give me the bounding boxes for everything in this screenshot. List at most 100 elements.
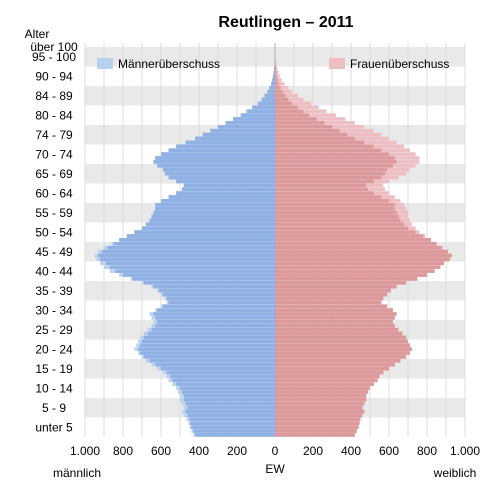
age-group-label: 55 - 59 (35, 206, 73, 220)
female-bar-core (275, 362, 395, 367)
female-bar-core (275, 265, 441, 269)
female-bar-core (275, 234, 424, 238)
male-bar-core (119, 238, 275, 242)
female-bar-core (275, 66, 276, 71)
female-bar-core (275, 327, 399, 332)
age-group-label: 95 - 100 (32, 50, 76, 64)
male-bar-core (161, 199, 275, 203)
age-group-label: 74 - 79 (35, 128, 73, 142)
female-bar-core (275, 421, 360, 425)
female-bar-core (275, 273, 427, 277)
male-bar-core (151, 214, 275, 219)
male-bar-core (98, 253, 275, 258)
female-bar-core (275, 242, 437, 246)
female-bar-core (275, 93, 286, 98)
x-tick-label: 400 (189, 444, 209, 458)
female-bar-core (275, 335, 407, 340)
male-bar-core (185, 140, 275, 145)
male-bar-core (176, 144, 275, 149)
female-bar-core (275, 320, 393, 324)
female-bar-core (275, 199, 389, 203)
male-bar-core (113, 242, 275, 246)
male-bar-core (109, 265, 275, 269)
female-bar-core (275, 214, 399, 219)
male-bar-core (272, 78, 275, 82)
female-bar-core (275, 269, 435, 273)
male-bar-core (225, 121, 275, 125)
male-bar-core (155, 323, 275, 328)
male-bar-core (269, 86, 275, 90)
male-bar-core (155, 362, 275, 367)
age-group-labels: unter 5 5 - 9 10 - 14 15 - 19 20 - 24 25 - 29… (30, 40, 78, 434)
female-bar-core (275, 132, 348, 137)
male-bar-core (100, 257, 275, 262)
legend-female-surplus: Frauenüberschuss (329, 57, 449, 71)
female-bar-core (275, 101, 293, 106)
female-bar-core (275, 86, 281, 90)
female-bar-core (275, 152, 389, 156)
female-bar-core (275, 312, 397, 316)
x-axis-label: EW (265, 462, 285, 476)
female-bar-core (275, 281, 407, 285)
female-bar-core (275, 203, 395, 207)
female-bar-core (275, 175, 382, 180)
age-group-label: 60 - 64 (35, 186, 73, 200)
male-bar-core (187, 413, 275, 418)
female-bar-core (275, 339, 408, 344)
female-bar-core (275, 74, 277, 78)
x-tick-label: 1.000 (450, 444, 480, 458)
female-bar (275, 74, 280, 78)
male-bar-core (102, 249, 275, 254)
male-bar-core (170, 374, 275, 379)
female-bar-core (275, 144, 374, 149)
male-bar-core (181, 187, 275, 191)
female-bar-core (275, 249, 448, 254)
female-bar-core (275, 292, 388, 297)
female-bar-core (275, 82, 279, 86)
male-bar-core (176, 179, 275, 184)
bars (94, 43, 452, 437)
male-bar-core (183, 398, 275, 402)
x-tick-label: 600 (379, 444, 399, 458)
female-bar (275, 78, 282, 82)
female-bar-core (275, 253, 452, 258)
male-bar-core (210, 128, 275, 133)
female-bar-core (275, 206, 395, 211)
age-group-label: 5 - 9 (42, 401, 66, 415)
male-bar-core (273, 70, 275, 74)
age-group-label: 15 - 19 (35, 362, 73, 376)
age-group-label: 10 - 14 (35, 381, 73, 395)
female-bar-core (275, 323, 395, 328)
x-tick-label: 800 (113, 444, 133, 458)
female-bar-core (275, 222, 405, 227)
female-bar-core (275, 409, 365, 414)
male-bar-core (193, 429, 275, 433)
male-bar-core (132, 277, 275, 281)
female-bar (275, 89, 293, 94)
female-bar-core (275, 284, 397, 289)
female-bar-core (275, 136, 355, 141)
male-bar-core (195, 136, 275, 141)
male-bar-core (273, 74, 275, 78)
male-bar-core (147, 331, 275, 336)
legend-male-surplus: Männerüberschuss (97, 57, 220, 71)
x-tick-label: 800 (417, 444, 437, 458)
female-bar-core (275, 125, 332, 129)
male-bar-core (164, 171, 275, 176)
female-bar-core (275, 382, 374, 386)
male-bar-core (162, 304, 275, 308)
female-bar-core (275, 195, 382, 199)
female-bar-core (275, 433, 355, 437)
male-bar-core (126, 234, 275, 238)
male-bar-core (107, 245, 275, 250)
male-bar-core (240, 113, 275, 117)
male-side-label: männlich (53, 466, 101, 480)
x-tick-label: 1.000 (70, 444, 100, 458)
male-bar-core (162, 292, 275, 297)
male-bar-core (157, 320, 275, 324)
female-bar-core (275, 425, 359, 429)
female-bar-core (275, 261, 445, 266)
female-bar-core (275, 413, 363, 418)
male-bar-core (185, 401, 275, 406)
female-bar-core (275, 210, 397, 215)
